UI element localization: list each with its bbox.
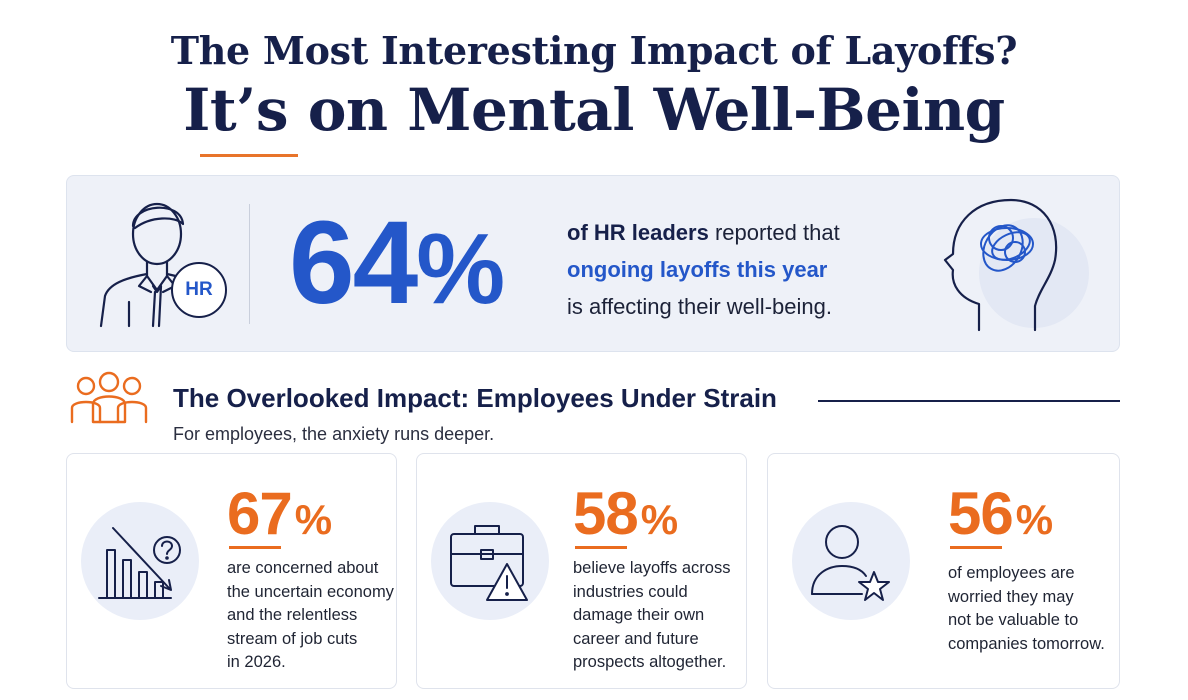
card-1-text: are concerned about the uncertain econom… bbox=[227, 559, 394, 671]
card-2-text: believe layoffs across industries could … bbox=[573, 559, 731, 671]
card-1-value: 67 bbox=[227, 480, 293, 547]
people-group-icon bbox=[70, 371, 148, 424]
briefcase-warning-icon bbox=[450, 525, 528, 601]
card-3-text: of employees are worried they may not be… bbox=[948, 564, 1105, 653]
hero-line1-bold: of HR leaders bbox=[567, 220, 709, 245]
hero-divider bbox=[249, 204, 250, 324]
card-1-underline bbox=[229, 546, 281, 549]
person-star-icon bbox=[811, 525, 890, 601]
hero-description: of HR leaders reported that ongoing layo… bbox=[567, 214, 840, 325]
hero-stat-panel: HR 64% of HR leaders reported that ongoi… bbox=[66, 175, 1120, 352]
title-line-1: The Most Interesting Impact of Layoffs? bbox=[170, 28, 1018, 73]
hr-person-icon bbox=[99, 202, 207, 328]
declining-chart-question-icon bbox=[98, 527, 181, 599]
card-3-value: 56 bbox=[948, 480, 1014, 547]
title-accent-line bbox=[200, 154, 298, 157]
title-line-2: It’s on Mental Well-Being bbox=[183, 76, 1005, 144]
section-title-rule bbox=[818, 400, 1120, 402]
hero-stat-value: 64% bbox=[289, 204, 505, 325]
section-title: The Overlooked Impact: Employees Under S… bbox=[173, 383, 777, 413]
card-icon-bg bbox=[81, 502, 199, 620]
card-2-unit: % bbox=[640, 496, 678, 543]
card-1-stat: 67% bbox=[227, 484, 332, 544]
stat-card-3: 56% of employees are worried they may no… bbox=[767, 453, 1120, 689]
card-2-value: 58 bbox=[573, 480, 639, 547]
card-2-stat: 58% bbox=[573, 484, 678, 544]
hero-stat-number: 64 bbox=[289, 197, 418, 329]
hero-line3: is affecting their well-being. bbox=[567, 294, 832, 319]
card-3-underline bbox=[950, 546, 1002, 549]
hr-badge: HR bbox=[171, 262, 227, 318]
hero-line1-rest: reported that bbox=[708, 220, 840, 245]
hero-stat-unit: % bbox=[416, 213, 505, 325]
hr-badge-label: HR bbox=[185, 279, 213, 300]
hero-line2-highlight: ongoing layoffs this year bbox=[567, 257, 828, 282]
card-3-unit: % bbox=[1015, 496, 1053, 543]
card-2-underline bbox=[575, 546, 627, 549]
card-3-stat: 56% bbox=[948, 484, 1053, 544]
stat-card-2: 58% believe layoffs across industries co… bbox=[416, 453, 747, 689]
stat-card-1: 67% are concerned about the uncertain ec… bbox=[66, 453, 397, 689]
head-brain-icon bbox=[943, 198, 1058, 332]
section-subtitle: For employees, the anxiety runs deeper. bbox=[173, 424, 495, 444]
card-1-unit: % bbox=[294, 496, 332, 543]
card-icon-bg bbox=[792, 502, 910, 620]
